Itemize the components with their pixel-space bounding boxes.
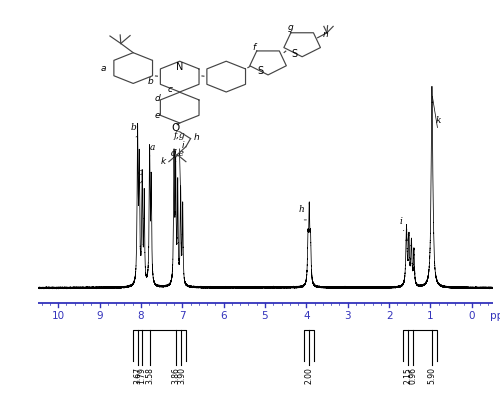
Text: O: O xyxy=(171,123,179,133)
Text: 1.79: 1.79 xyxy=(138,367,146,384)
Text: i: i xyxy=(182,141,184,150)
Text: d,e: d,e xyxy=(171,149,185,158)
Text: f,g: f,g xyxy=(174,131,185,140)
Text: 3: 3 xyxy=(344,311,351,321)
Text: 1: 1 xyxy=(427,311,434,321)
Text: f: f xyxy=(252,43,256,52)
Text: 9: 9 xyxy=(96,311,103,321)
Text: k: k xyxy=(435,115,440,125)
Text: h: h xyxy=(194,133,200,142)
Text: c: c xyxy=(168,85,173,94)
Text: h: h xyxy=(298,205,304,214)
Text: 3.90: 3.90 xyxy=(177,367,186,384)
Text: 3.86: 3.86 xyxy=(171,367,180,384)
Text: N: N xyxy=(176,62,184,72)
Text: j: j xyxy=(406,232,409,241)
Text: S: S xyxy=(292,48,298,58)
Text: 10: 10 xyxy=(52,311,64,321)
Text: a: a xyxy=(150,143,155,152)
Text: g: g xyxy=(288,23,294,32)
Text: i: i xyxy=(399,217,402,226)
Text: j: j xyxy=(174,149,176,158)
Text: 0: 0 xyxy=(468,311,475,321)
Text: b: b xyxy=(130,123,136,132)
Text: e: e xyxy=(155,111,160,120)
Text: 5: 5 xyxy=(262,311,268,321)
Text: 3.67: 3.67 xyxy=(133,367,142,384)
Text: 6: 6 xyxy=(220,311,227,321)
Text: b: b xyxy=(148,77,153,86)
Text: S: S xyxy=(257,66,264,76)
Text: k: k xyxy=(161,157,166,166)
Text: 0.96: 0.96 xyxy=(408,367,417,384)
Text: n: n xyxy=(322,30,328,39)
Text: 2.15: 2.15 xyxy=(403,367,412,383)
Text: c: c xyxy=(138,168,143,177)
Text: 4: 4 xyxy=(303,311,310,321)
Text: 8: 8 xyxy=(138,311,144,321)
Text: ppm: ppm xyxy=(490,311,500,321)
Text: 3.58: 3.58 xyxy=(145,367,154,384)
Text: 7: 7 xyxy=(179,311,186,321)
Text: 5.90: 5.90 xyxy=(428,367,436,384)
Text: 2.00: 2.00 xyxy=(305,367,314,384)
Text: a: a xyxy=(101,64,106,73)
Text: 2: 2 xyxy=(386,311,392,321)
Text: d: d xyxy=(155,94,160,103)
